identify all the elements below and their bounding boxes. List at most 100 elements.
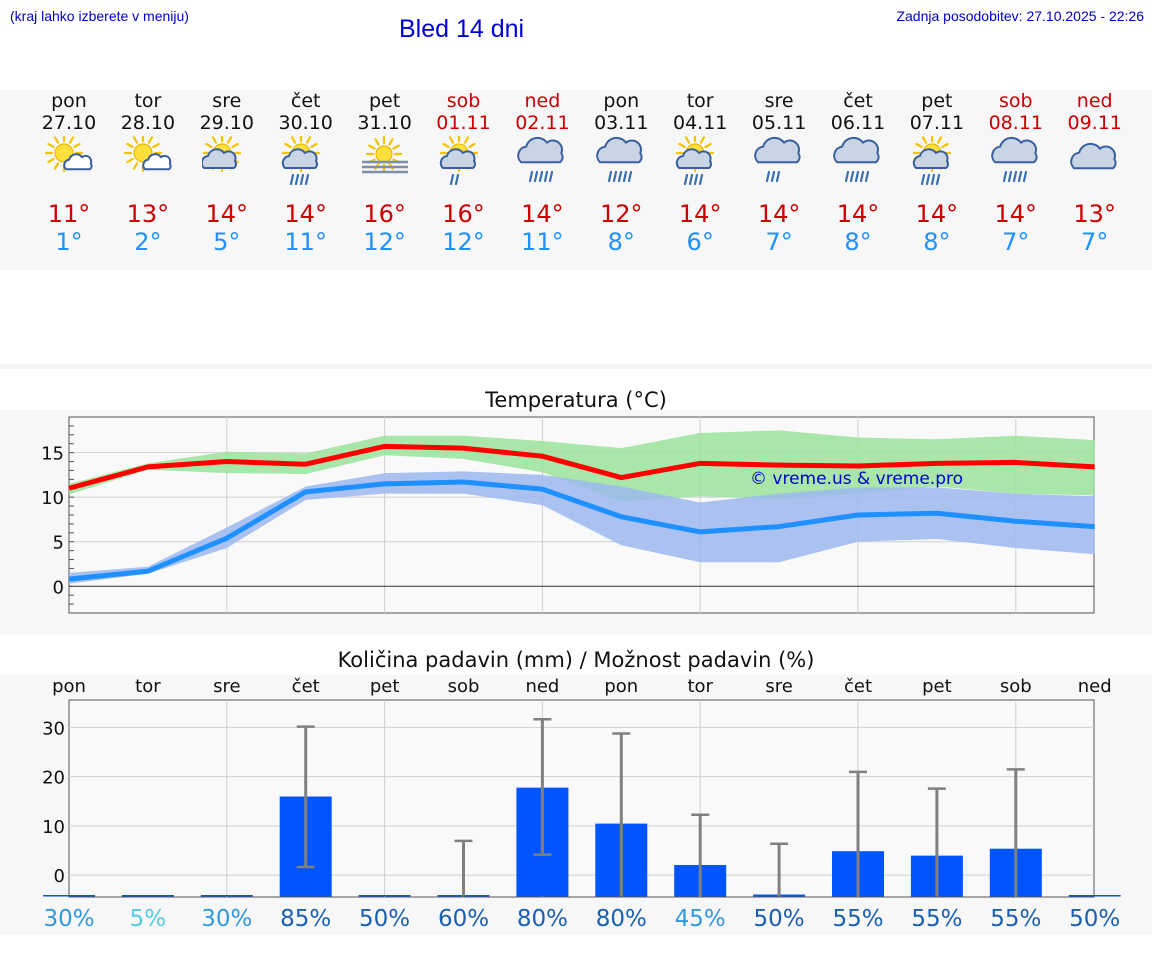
day-column: pet 31.10 16° 12° — [345, 90, 425, 260]
x-tick-label: ned — [525, 676, 559, 697]
precipitation-probability: 5% — [130, 906, 167, 932]
x-tick-label: tor — [687, 676, 713, 697]
day-date: 30.10 — [278, 112, 333, 134]
precipitation-probability: 80% — [517, 906, 568, 932]
page-title: Bled 14 dni — [399, 15, 525, 43]
x-tick-label: pon — [52, 676, 86, 697]
min-temperature: 5° — [213, 228, 241, 256]
sun-cloud-rain-icon — [675, 133, 727, 188]
day-date: 04.11 — [672, 112, 728, 134]
day-name: pon — [603, 90, 640, 112]
day-name: sre — [212, 90, 242, 112]
daily-forecast-band — [0, 90, 1152, 270]
day-name: pet — [368, 90, 401, 112]
min-temperature: 11° — [284, 228, 327, 256]
precipitation-probability: 55% — [832, 906, 883, 932]
day-column: pet 07.11 14° 8° — [897, 90, 977, 260]
precipitation-probability: 60% — [438, 906, 489, 932]
precipitation-chart-title: Količina padavin (mm) / Možnost padavin … — [337, 648, 815, 672]
day-date: 05.11 — [751, 112, 807, 134]
precipitation-probability: 55% — [990, 906, 1041, 932]
precipitation-probability: 50% — [754, 906, 805, 932]
min-temperature: 7° — [1081, 228, 1109, 256]
day-column: pon 27.10 11° 1° — [29, 90, 109, 260]
day-name: čet — [843, 90, 873, 112]
day-column: ned 09.11 13° 7° — [1055, 90, 1135, 260]
precipitation-chart: pon tor sre čet pet sob ned pon tor sre čet pet sob n… — [42, 676, 1121, 932]
precipitation-probability: 50% — [1069, 906, 1120, 932]
min-temperature: 12° — [442, 228, 485, 256]
day-date: 06.11 — [830, 112, 886, 134]
day-column: tor 28.10 13° 2° — [108, 90, 188, 260]
cloud-rain-icon — [991, 136, 1043, 188]
precipitation-probability: 85% — [280, 906, 331, 932]
day-name: čet — [290, 90, 321, 112]
y-tick-label: 5 — [53, 533, 64, 554]
min-temperature: 8° — [607, 228, 635, 256]
precipitation-probability: 80% — [596, 906, 647, 932]
day-name: pet — [921, 90, 953, 112]
y-tick-label: 20 — [42, 768, 65, 789]
precipitation-probability: 30% — [201, 906, 252, 932]
precipitation-bar — [1068, 895, 1121, 897]
precipitation-bar — [200, 895, 253, 897]
min-temperature-line — [68, 479, 1095, 582]
day-column: sre 29.10 14° 5° — [187, 90, 267, 260]
min-temperature: 6° — [686, 228, 714, 256]
min-temperature: 12° — [363, 228, 406, 256]
location-hint: (kraj lahko izberete v meniju) — [10, 8, 189, 24]
max-temperature: 14° — [915, 200, 959, 228]
x-tick-label: sre — [765, 676, 792, 697]
x-tick-label: pet — [370, 676, 400, 697]
sun-fog-icon — [360, 135, 412, 188]
y-tick-label: 10 — [42, 817, 65, 838]
day-name: sob — [446, 90, 481, 112]
sun-cloud-rain-icon — [281, 133, 333, 188]
x-tick-label: sre — [213, 676, 240, 697]
day-date: 08.11 — [988, 112, 1043, 134]
day-date: 31.10 — [357, 112, 412, 134]
max-temperature-line — [68, 443, 1095, 491]
max-temperature: 11° — [47, 200, 91, 228]
temperature-chart: 0 5 10 15 © vreme.us & vreme.pro — [41, 416, 1095, 614]
precipitation-bar — [43, 895, 95, 897]
x-tick-label: ned — [1078, 676, 1112, 697]
watermark: © vreme.us & vreme.pro — [750, 469, 963, 489]
day-column: sob 01.11 16° 12° — [424, 90, 504, 260]
temperature-chart-title: Temperatura (°C) — [485, 388, 667, 412]
cloud-icon — [1069, 136, 1122, 188]
sun-cloud-icon — [123, 133, 175, 188]
max-temperature: 16° — [363, 200, 406, 228]
day-date: 03.11 — [594, 112, 649, 134]
max-temperature: 14° — [678, 200, 722, 228]
day-column: pon 03.11 12° 8° — [581, 90, 661, 260]
y-tick-label: 15 — [41, 444, 64, 465]
day-name: tor — [686, 90, 714, 112]
precipitation-bar — [121, 895, 174, 897]
x-tick-label: čet — [844, 676, 872, 697]
max-temperature: 14° — [521, 200, 564, 228]
max-temperature: 16° — [442, 200, 485, 228]
day-column: sob 08.11 14° 7° — [976, 90, 1056, 260]
min-temperature: 8° — [923, 228, 951, 256]
day-name: ned — [524, 90, 561, 112]
sun-behind-cloud-icon — [200, 133, 254, 188]
day-name: ned — [1076, 90, 1113, 112]
min-temperature: 2° — [134, 228, 162, 256]
sun-cloud-rain-icon — [912, 133, 964, 188]
x-tick-label: tor — [135, 676, 161, 697]
cloud-drizzle-icon — [754, 136, 806, 188]
cloud-rain-icon — [833, 136, 885, 188]
day-date: 07.11 — [909, 112, 965, 134]
max-temperature: 13° — [126, 200, 170, 228]
x-tick-label: sob — [448, 676, 480, 697]
min-temperature: 1° — [55, 228, 83, 256]
min-temperature: 11° — [521, 228, 564, 256]
day-column: tor 04.11 14° 6° — [660, 90, 740, 260]
precipitation-probability: 30% — [43, 906, 94, 932]
x-tick-label: pet — [922, 676, 952, 697]
day-name: sre — [764, 90, 794, 112]
daily-forecast: pon 27.10 11° 1° tor 28.10 13° 2° sre 29.10 14° 5° č… — [0, 90, 1152, 270]
precipitation-probability: 55% — [911, 906, 962, 932]
min-temperature: 8° — [844, 228, 872, 256]
